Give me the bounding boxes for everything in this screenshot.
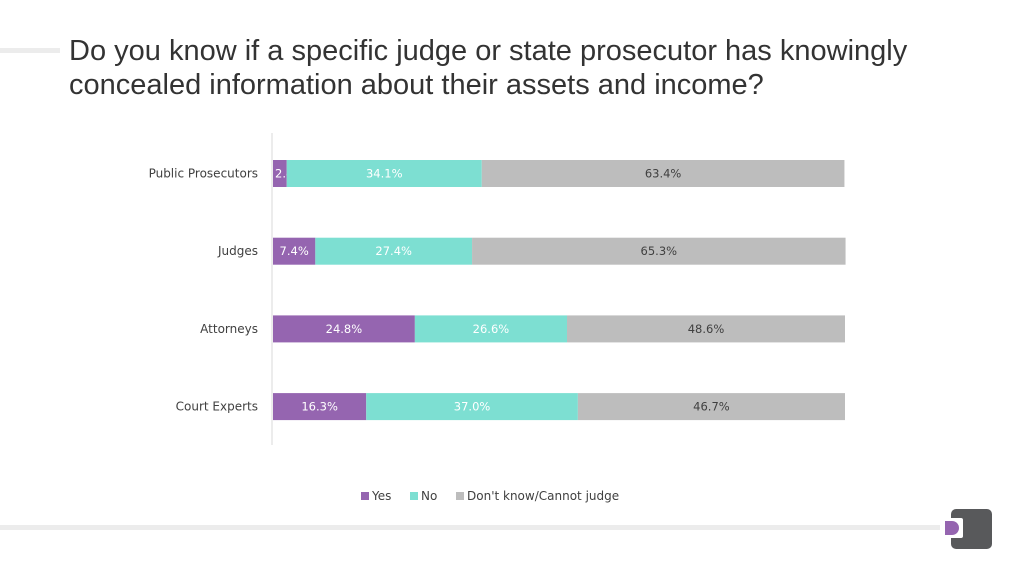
- data-label: 16.3%: [301, 400, 338, 414]
- data-label: 63.4%: [645, 167, 682, 181]
- legend-label: Don't know/Cannot judge: [467, 489, 619, 503]
- data-label: 46.7%: [693, 400, 730, 414]
- legend-label: Yes: [371, 489, 391, 503]
- bar-segment-no: [414, 315, 568, 343]
- bar-segment-dont-know: [567, 315, 845, 343]
- data-label: 7.4%: [280, 244, 309, 258]
- data-label: 65.3%: [641, 244, 678, 258]
- top-divider: [0, 48, 60, 53]
- brand-logo-icon: [943, 509, 992, 549]
- bar-segment-yes: [273, 393, 367, 421]
- bar-segment-yes: [273, 315, 415, 343]
- legend-swatch-dont-know: [456, 492, 464, 500]
- bar-segment-dont-know: [577, 393, 845, 421]
- legend-swatch-no: [410, 492, 418, 500]
- category-label: Judges: [217, 244, 258, 258]
- bar-segment-dont-know: [481, 160, 845, 187]
- category-label: Public Prosecutors: [149, 167, 258, 181]
- bar-segment-dont-know: [472, 237, 846, 265]
- data-label: 26.6%: [473, 322, 510, 336]
- bar-segment-no: [315, 237, 473, 265]
- page-title: Do you know if a specific judge or state…: [69, 35, 908, 101]
- data-label: 27.4%: [375, 244, 412, 258]
- legend-label: No: [421, 489, 437, 503]
- bar-segment-yes: [273, 160, 287, 187]
- data-label: 37.0%: [454, 400, 491, 414]
- stacked-bar-chart: Public Prosecutors2.4%34.1%63.4%Judges7.…: [149, 133, 846, 503]
- category-label: Court Experts: [176, 400, 258, 414]
- legend-swatch-yes: [361, 492, 369, 500]
- bar-segment-no: [366, 393, 578, 421]
- bar-segment-no: [286, 160, 482, 187]
- bottom-divider: [0, 525, 940, 530]
- category-label: Attorneys: [200, 322, 258, 336]
- data-label: 48.6%: [688, 322, 725, 336]
- data-label: 24.8%: [326, 322, 363, 336]
- bar-segment-yes: [273, 237, 316, 265]
- data-label: 34.1%: [366, 167, 403, 181]
